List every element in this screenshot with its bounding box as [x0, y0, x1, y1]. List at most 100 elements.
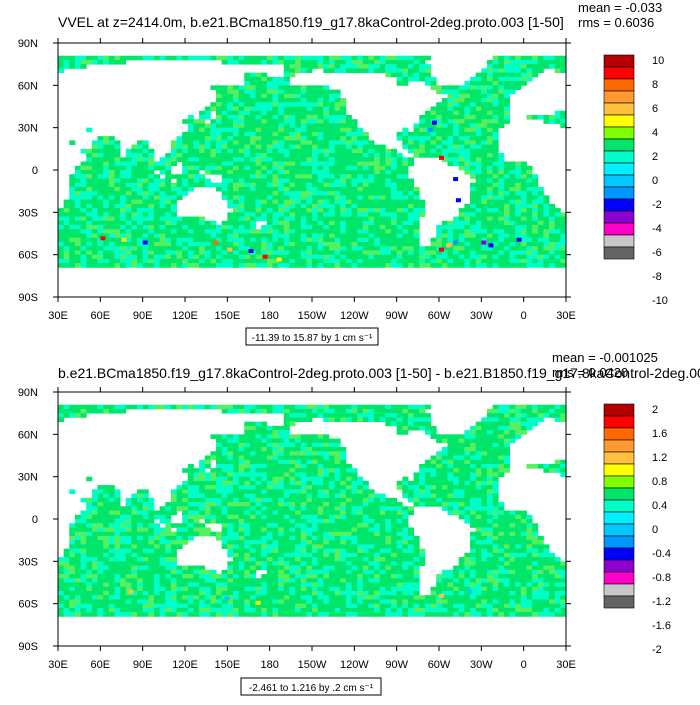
ocean-cell — [143, 511, 149, 516]
ocean-cell — [289, 515, 295, 520]
ocean-cell — [103, 208, 109, 213]
ocean-cell — [109, 498, 115, 503]
ocean-cell — [289, 502, 295, 507]
ocean-cell — [86, 511, 92, 516]
ocean-cell — [284, 250, 290, 255]
ocean-cell — [504, 187, 510, 192]
ocean-cell — [81, 225, 87, 230]
ocean-cell — [385, 422, 391, 427]
ocean-cell — [464, 157, 470, 162]
ocean-cell — [555, 111, 561, 116]
ocean-cell — [476, 115, 482, 120]
ocean-cell — [447, 447, 453, 452]
ocean-cell — [126, 191, 132, 196]
ocean-cell — [114, 200, 120, 205]
ocean-cell — [453, 221, 459, 226]
ocean-cell — [408, 64, 414, 69]
ocean-cell — [86, 477, 92, 482]
ocean-cell — [397, 195, 403, 200]
ocean-cell — [272, 426, 278, 431]
ocean-cell — [318, 149, 324, 154]
ocean-cell — [498, 456, 504, 461]
ocean-cell — [154, 204, 160, 209]
ocean-cell — [103, 60, 109, 65]
ocean-cell — [459, 140, 465, 145]
ocean-cell — [335, 200, 341, 205]
ocean-cell — [267, 187, 273, 192]
ocean-cell — [335, 443, 341, 448]
ocean-cell — [385, 208, 391, 213]
ocean-cell — [318, 460, 324, 465]
ocean-cell — [98, 200, 104, 205]
ocean-cell — [272, 439, 278, 444]
ocean-cell — [481, 187, 487, 192]
ocean-cell — [397, 259, 403, 264]
ocean-cell — [515, 255, 521, 260]
ocean-cell — [318, 456, 324, 461]
ocean-cell — [442, 489, 448, 494]
ocean-cell — [487, 73, 493, 78]
ocean-cell — [459, 498, 465, 503]
ocean-cell — [216, 468, 222, 473]
ocean-cell — [504, 56, 510, 61]
ocean-cell — [402, 255, 408, 260]
ocean-cell — [205, 111, 211, 116]
ocean-cell — [278, 111, 284, 116]
ocean-cell — [284, 477, 290, 482]
ocean-cell — [481, 170, 487, 175]
ocean-cell — [284, 56, 290, 61]
ocean-cell — [385, 246, 391, 251]
ocean-cell — [425, 246, 431, 251]
ocean-cell — [380, 187, 386, 192]
ocean-cell — [205, 511, 211, 516]
ocean-cell — [244, 536, 250, 541]
ocean-cell — [188, 502, 194, 507]
ocean-cell — [436, 477, 442, 482]
ocean-cell — [380, 255, 386, 260]
ocean-cell — [210, 434, 216, 439]
ocean-cell — [244, 532, 250, 537]
ocean-cell — [143, 234, 149, 239]
ocean-cell — [188, 136, 194, 141]
ocean-cell — [543, 259, 549, 264]
ocean-cell — [98, 263, 104, 268]
ocean-cell — [425, 68, 431, 73]
ocean-cell — [431, 246, 437, 251]
ocean-cell — [98, 511, 104, 516]
ocean-cell — [329, 107, 335, 112]
ocean-cell — [256, 56, 262, 61]
ocean-cell — [312, 250, 318, 255]
ocean-cell — [453, 460, 459, 465]
ocean-cell — [368, 409, 374, 414]
ocean-cell — [86, 250, 92, 255]
ocean-cell — [306, 153, 312, 158]
ocean-cell — [295, 255, 301, 260]
ocean-cell — [323, 174, 329, 179]
ocean-cell — [335, 149, 341, 154]
ocean-cell — [272, 140, 278, 145]
ocean-cell — [329, 255, 335, 260]
ocean-cell — [188, 123, 194, 128]
ocean-cell — [306, 157, 312, 162]
ocean-cell — [425, 255, 431, 260]
ocean-cell — [476, 502, 482, 507]
ocean-cell — [188, 527, 194, 532]
ocean-cell — [188, 153, 194, 158]
ocean-cell — [340, 166, 346, 171]
ocean-cell — [306, 456, 312, 461]
ocean-cell — [92, 200, 98, 205]
ocean-cell — [459, 229, 465, 234]
ocean-cell — [335, 102, 341, 107]
ocean-cell — [498, 90, 504, 95]
ocean-cell — [301, 68, 307, 73]
ocean-cell — [86, 217, 92, 222]
ocean-cell — [272, 456, 278, 461]
ocean-cell — [323, 515, 329, 520]
ocean-cell — [346, 477, 352, 482]
ocean-cell — [267, 229, 273, 234]
ocean-cell — [447, 259, 453, 264]
ocean-cell — [272, 187, 278, 192]
ocean-cell — [289, 451, 295, 456]
ocean-cell — [205, 532, 211, 537]
ocean-cell — [64, 413, 70, 418]
